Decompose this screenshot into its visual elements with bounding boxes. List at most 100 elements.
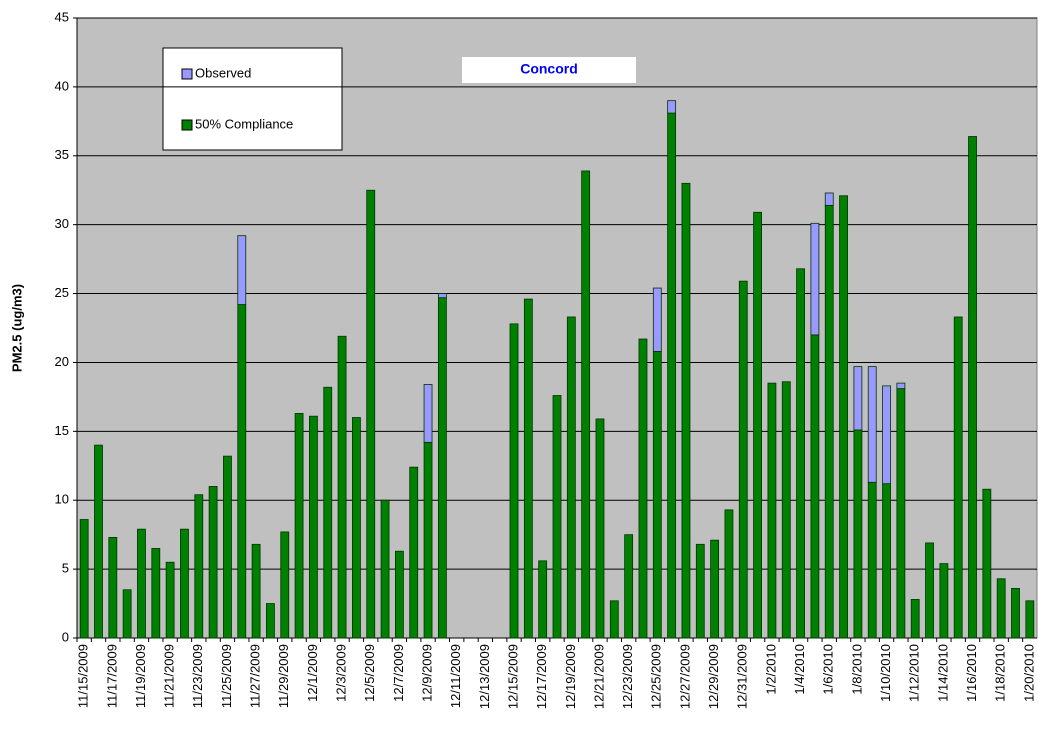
bar-segment	[953, 316, 963, 639]
bar-segment	[939, 563, 949, 639]
chart-title: Concord	[520, 61, 578, 77]
x-tick-label: 11/29/2009	[276, 644, 291, 708]
legend-swatch	[181, 68, 193, 80]
bar-segment	[968, 136, 977, 639]
x-tick-label: 11/23/2009	[190, 644, 205, 708]
bar-segment	[767, 382, 777, 639]
x-tick-label: 12/31/2009	[735, 644, 750, 709]
bar-segment	[552, 395, 562, 639]
x-tick-label: 11/15/2009	[76, 644, 91, 708]
bar-segment	[710, 539, 720, 639]
x-tick-label: 1/4/2010	[792, 644, 807, 695]
x-tick-label: 12/17/2009	[534, 644, 549, 709]
x-tick-label: 11/25/2009	[219, 644, 234, 708]
bar-segment	[667, 100, 677, 114]
bar-segment	[151, 548, 161, 639]
legend-swatch	[181, 119, 193, 131]
x-tick-label: 1/16/2010	[964, 644, 979, 702]
x-tick-label: 1/8/2010	[849, 644, 864, 695]
bar-segment	[423, 384, 433, 443]
bar-segment	[380, 499, 390, 639]
bar-segment	[996, 578, 1006, 639]
y-tick-label: 30	[55, 216, 69, 231]
bar-segment	[122, 589, 132, 639]
y-tick-label: 5	[62, 561, 69, 576]
x-tick-label: 12/9/2009	[419, 644, 434, 702]
bar-segment	[824, 192, 834, 206]
bar-segment	[523, 298, 533, 639]
x-tick-label: 1/20/2010	[1021, 644, 1036, 702]
title-box	[462, 57, 636, 83]
x-tick-label: 1/18/2010	[993, 644, 1008, 702]
x-tick-label: 12/5/2009	[362, 644, 377, 702]
bar-segment	[882, 483, 891, 639]
bar-segment	[323, 386, 333, 639]
y-tick-label: 20	[55, 354, 69, 369]
bar-segment	[810, 334, 820, 639]
y-tick-label: 25	[55, 285, 69, 300]
legend-label: Observed	[195, 65, 251, 80]
bar-segment	[223, 455, 232, 639]
bar-segment	[896, 382, 906, 390]
bar-segment	[581, 170, 591, 639]
x-tick-label: 11/21/2009	[162, 644, 177, 708]
bar-segment	[853, 366, 863, 431]
bar-segment	[1011, 588, 1020, 639]
bar-segment	[337, 335, 347, 639]
bar-segment	[867, 366, 877, 483]
bar-segment	[237, 235, 247, 305]
bar-segment	[681, 182, 691, 639]
bar-segment	[266, 603, 275, 639]
bar-segment	[738, 280, 748, 639]
bar-segment	[94, 444, 103, 639]
bar-segment	[180, 528, 189, 639]
bar-segment	[609, 600, 619, 639]
bar-segment	[638, 338, 648, 639]
x-tick-label: 11/27/2009	[248, 644, 263, 708]
x-tick-label: 11/17/2009	[104, 644, 119, 708]
x-tick-label: 12/13/2009	[477, 644, 492, 709]
bar-segment	[165, 561, 175, 639]
bar-segment	[437, 297, 447, 639]
bar-segment	[352, 417, 361, 639]
x-tick-label: 12/3/2009	[334, 644, 349, 702]
bar-segment	[538, 560, 548, 639]
bar-segment	[566, 316, 576, 639]
bar-segment	[982, 488, 992, 639]
bar-segment	[309, 415, 318, 639]
bar-segment	[394, 550, 404, 639]
legend-label: 50% Compliance	[195, 116, 293, 131]
bar-segment	[667, 112, 677, 639]
x-tick-label: 12/27/2009	[677, 644, 692, 709]
bar-segment	[294, 413, 304, 639]
x-tick-label: 12/11/2009	[448, 644, 463, 708]
x-tick-label: 12/21/2009	[591, 644, 606, 709]
y-tick-label: 45	[55, 9, 69, 24]
bar-segment	[437, 293, 447, 299]
x-tick-label: 1/12/2010	[907, 644, 922, 702]
bar-segment	[280, 531, 290, 639]
y-tick-label: 10	[55, 492, 69, 507]
bar-segment	[208, 486, 218, 639]
bar-segment	[867, 481, 877, 639]
bar-segment	[624, 534, 634, 639]
bar-segment	[810, 222, 820, 336]
y-tick-label: 35	[55, 147, 69, 162]
x-tick-label: 12/15/2009	[505, 644, 520, 709]
y-tick-label: 0	[62, 629, 69, 644]
bar-segment	[753, 211, 762, 639]
bar-segment	[423, 441, 433, 639]
bar-segment	[409, 466, 419, 639]
bar-segment	[595, 418, 605, 639]
x-tick-label: 1/2/2010	[763, 644, 778, 695]
bar-segment	[652, 351, 662, 639]
bar-segment	[910, 599, 920, 639]
legend	[162, 47, 343, 151]
bar-segment	[652, 287, 662, 352]
bar-segment	[366, 189, 376, 639]
x-tick-label: 12/29/2009	[706, 644, 721, 709]
x-tick-label: 12/1/2009	[305, 644, 320, 702]
bar-segment	[839, 195, 848, 639]
bar-segment	[194, 494, 204, 639]
